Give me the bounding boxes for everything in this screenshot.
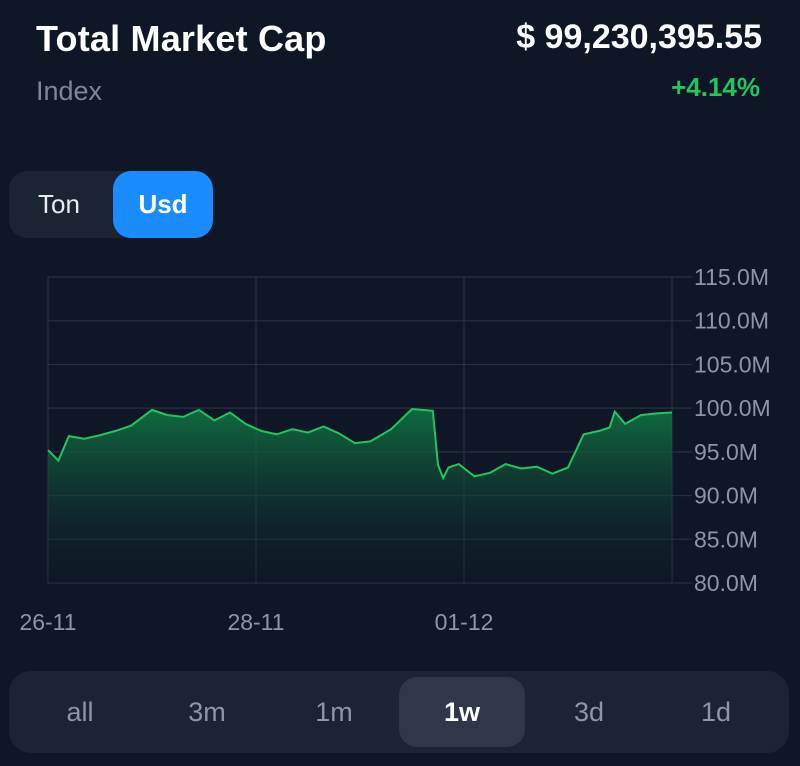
change-percentage: +4.14% xyxy=(671,72,760,102)
currency-option-ton[interactable]: Ton xyxy=(38,189,80,219)
time-range-selector: all 3m 1m 1w 3d 1d xyxy=(9,671,789,753)
x-tick-label: 28-11 xyxy=(227,609,284,635)
y-tick-label: 95.0M xyxy=(694,439,758,465)
x-tick-label: 01-12 xyxy=(435,609,494,635)
page-subtitle: Index xyxy=(36,76,103,106)
page-title: Total Market Cap xyxy=(36,18,327,59)
range-option-all[interactable]: all xyxy=(66,696,94,727)
y-tick-label: 100.0M xyxy=(694,395,771,421)
y-tick-label: 115.0M xyxy=(694,264,769,290)
y-tick-label: 80.0M xyxy=(694,570,758,596)
range-option-1d[interactable]: 1d xyxy=(700,696,732,727)
chart-area-fill xyxy=(48,409,672,583)
y-tick-label: 110.0M xyxy=(694,308,769,334)
y-tick-label: 85.0M xyxy=(694,526,758,552)
currency-option-usd[interactable]: Usd xyxy=(113,171,213,238)
currency-toggle: Ton Usd xyxy=(9,171,213,238)
y-tick-label: 105.0M xyxy=(694,351,771,377)
chart-series-line xyxy=(47,407,673,481)
y-tick-label: 90.0M xyxy=(694,483,758,509)
range-option-1w[interactable]: 1w xyxy=(399,677,525,747)
market-cap-value: $ 99,230,395.55 xyxy=(516,18,762,56)
range-option-3m[interactable]: 3m xyxy=(188,696,226,727)
range-option-3d[interactable]: 3d xyxy=(573,696,605,727)
x-tick-label: 26-11 xyxy=(19,609,76,635)
market-cap-chart: 115.0M 110.0M 105.0M 100.0M 95.0M 90.0M 85.0M 8… xyxy=(19,264,771,635)
range-option-1m[interactable]: 1m xyxy=(315,696,353,727)
